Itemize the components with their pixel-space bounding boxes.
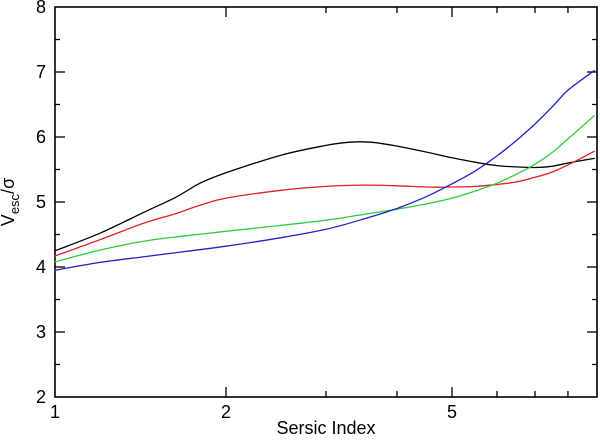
y-tick-label: 6: [36, 127, 46, 147]
y-axis-title-suffix: /σ: [0, 178, 18, 194]
green-curve: [54, 114, 595, 263]
x-tick-label: 1: [50, 402, 60, 422]
plot-frame: [54, 6, 598, 398]
y-tick-label: 7: [36, 62, 46, 82]
y-tick-label: 5: [36, 192, 46, 212]
curves-layer: [54, 70, 595, 271]
black-curve: [54, 141, 595, 252]
y-tick-label: 4: [36, 257, 46, 277]
y-tick-label: 8: [36, 0, 46, 17]
y-tick-label: 3: [36, 322, 46, 342]
x-axis-title: Sersic Index: [276, 418, 375, 438]
y-axis-title-base: V: [0, 214, 18, 226]
axes-layer: [54, 6, 598, 398]
y-axis-title-subscript: esc: [7, 193, 22, 214]
red-curve: [54, 150, 595, 257]
x-tick-label: 5: [447, 402, 457, 422]
y-tick-label: 2: [36, 387, 46, 407]
blue-curve: [54, 70, 595, 271]
y-axis-title: Vesc/σ: [0, 178, 22, 226]
x-tick-label: 2: [221, 402, 231, 422]
